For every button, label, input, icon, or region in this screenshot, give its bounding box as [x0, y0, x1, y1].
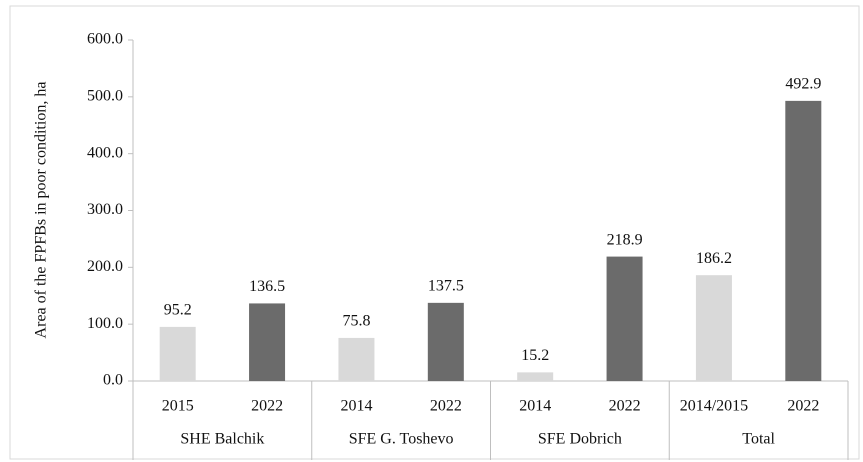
bar	[695, 275, 732, 381]
y-tick-label: 200.0	[87, 258, 123, 275]
bar	[427, 302, 464, 381]
value-label: 137.5	[428, 278, 464, 295]
y-axis-label: Area of the FPFBs in poor condition, ha	[33, 82, 50, 339]
group-label: Total	[742, 431, 775, 448]
group-label: SHE Balchik	[180, 431, 264, 448]
value-label: 95.2	[164, 302, 192, 319]
x-tick-label: 2022	[251, 398, 283, 415]
value-label: 75.8	[342, 313, 370, 330]
x-tick-label: 2014/2015	[680, 398, 748, 415]
bar	[249, 303, 286, 381]
x-tick-label: 2022	[787, 398, 819, 415]
value-label: 186.2	[696, 250, 732, 267]
bar	[338, 337, 375, 381]
x-tick-label: 2015	[162, 398, 194, 415]
bar	[606, 256, 643, 381]
chart-frame	[9, 5, 860, 460]
x-tick-label: 2014	[519, 398, 551, 415]
x-tick-label: 2022	[430, 398, 462, 415]
y-tick-label: 300.0	[87, 201, 123, 218]
group-label: SFE G. Toshevo	[349, 431, 454, 448]
bar	[785, 100, 822, 381]
y-tick-label: 400.0	[87, 144, 123, 161]
y-tick-label: 600.0	[87, 31, 123, 48]
x-tick-label: 2014	[340, 398, 372, 415]
value-label: 492.9	[785, 76, 821, 93]
value-label: 218.9	[607, 231, 643, 248]
value-label: 136.5	[249, 278, 285, 295]
y-tick-label: 100.0	[87, 315, 123, 332]
value-label: 15.2	[521, 347, 549, 364]
bar	[159, 326, 196, 381]
bar	[517, 372, 554, 381]
group-label: SFE Dobrich	[538, 431, 622, 448]
x-tick-label: 2022	[609, 398, 641, 415]
y-tick-label: 500.0	[87, 88, 123, 105]
y-tick-label: 0.0	[103, 372, 123, 389]
